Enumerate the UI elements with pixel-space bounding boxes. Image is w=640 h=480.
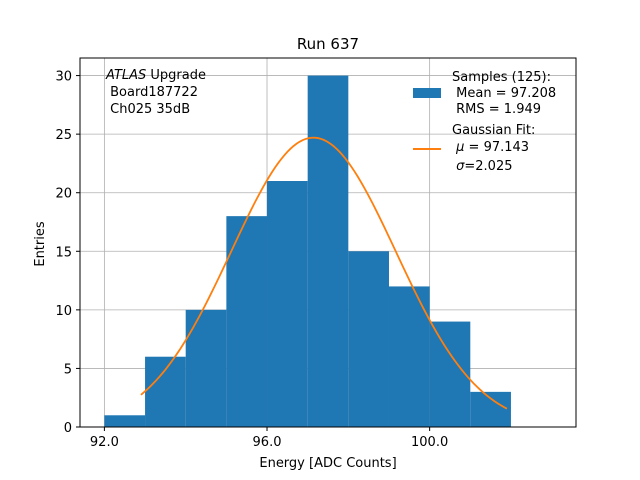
histogram-bar xyxy=(470,391,511,427)
annotation-line-3: Ch025 35dB xyxy=(106,102,190,117)
x-axis-ticks: 92.0 96.0 100.0 xyxy=(90,427,448,450)
legend: Samples (125): Mean = 97.208 RMS = 1.949… xyxy=(413,70,556,174)
y-axis-ticks: 0 5 10 15 20 25 30 xyxy=(55,70,80,436)
y-tick-label: 10 xyxy=(55,304,72,319)
annotation-atlas: ATLAS xyxy=(105,68,146,83)
y-tick-label: 20 xyxy=(55,187,72,202)
legend-swatch-samples xyxy=(413,88,441,98)
legend-fit-sigma: σ=2.025 xyxy=(452,159,513,174)
histogram-bar xyxy=(429,321,471,427)
legend-samples-rms: RMS = 1.949 xyxy=(452,102,541,117)
histogram-bar xyxy=(145,356,186,427)
histogram-bar xyxy=(388,286,430,427)
annotation-line-2: Board187722 xyxy=(106,85,198,100)
annotation-upgrade: Upgrade xyxy=(146,68,206,83)
fit-curve xyxy=(140,136,508,410)
histogram-bar xyxy=(348,251,389,427)
legend-fit-mu: μ = 97.143 xyxy=(452,140,529,155)
annotation-box: ATLAS Upgrade Board187722 Ch025 35dB xyxy=(105,68,206,117)
legend-sigma-symbol: σ xyxy=(456,159,465,174)
histogram-bar xyxy=(307,75,349,428)
gaussian-fit xyxy=(140,136,508,410)
x-tick-label: 100.0 xyxy=(411,435,448,450)
y-tick-label: 5 xyxy=(64,362,72,377)
legend-sigma-value: =2.025 xyxy=(464,159,512,174)
y-tick-label: 0 xyxy=(64,421,72,436)
histogram-bars xyxy=(104,75,511,428)
chart-title: Run 637 xyxy=(297,35,359,53)
histogram-bar xyxy=(104,415,146,427)
x-tick-label: 92.0 xyxy=(90,435,119,450)
plot-frame xyxy=(79,57,577,428)
x-tick-label: 96.0 xyxy=(253,435,282,450)
y-tick-label: 25 xyxy=(55,128,72,143)
legend-mu-value: = 97.143 xyxy=(464,140,529,155)
histogram-bar xyxy=(226,216,268,427)
legend-fit-title: Gaussian Fit: xyxy=(452,123,535,138)
legend-mu-symbol: μ xyxy=(455,140,464,155)
y-tick-label: 30 xyxy=(55,70,72,85)
legend-samples-mean: Mean = 97.208 xyxy=(452,86,556,101)
histogram-bar xyxy=(185,309,227,427)
x-axis-label: Energy [ADC Counts] xyxy=(259,456,396,471)
y-tick-label: 15 xyxy=(55,245,72,260)
histogram-bar xyxy=(267,181,308,427)
annotation-line-1: ATLAS Upgrade xyxy=(105,68,206,83)
y-axis-label: Entries xyxy=(33,221,48,267)
legend-samples-title: Samples (125): xyxy=(452,70,551,85)
